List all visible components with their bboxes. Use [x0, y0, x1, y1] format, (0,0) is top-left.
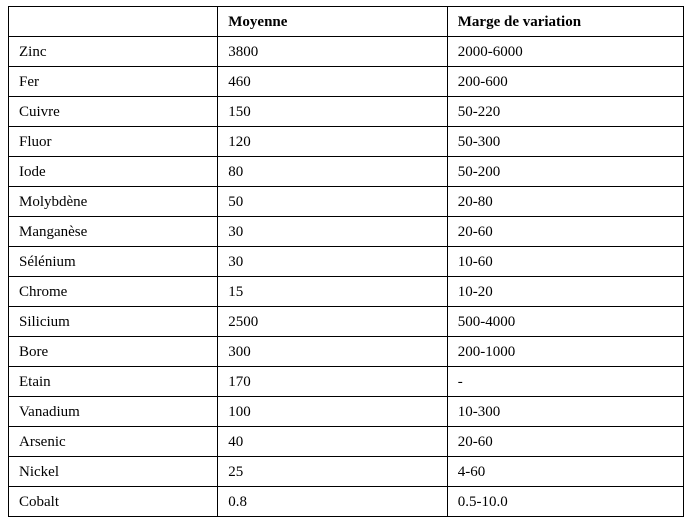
elements-table: Moyenne Marge de variation Zinc38002000-…: [8, 6, 684, 517]
table-row: Iode8050-200: [9, 157, 684, 187]
cell-element: Zinc: [9, 37, 218, 67]
cell-moyenne: 0.8: [218, 487, 448, 517]
table-row: Molybdène5020-80: [9, 187, 684, 217]
cell-marge: 50-300: [447, 127, 683, 157]
cell-element: Vanadium: [9, 397, 218, 427]
cell-element: Silicium: [9, 307, 218, 337]
cell-moyenne: 2500: [218, 307, 448, 337]
cell-marge: 20-60: [447, 217, 683, 247]
cell-marge: 200-600: [447, 67, 683, 97]
cell-moyenne: 50: [218, 187, 448, 217]
table-row: Sélénium3010-60: [9, 247, 684, 277]
col-header-moyenne: Moyenne: [218, 7, 448, 37]
cell-element: Molybdène: [9, 187, 218, 217]
table-row: Cuivre15050-220: [9, 97, 684, 127]
cell-element: Iode: [9, 157, 218, 187]
cell-moyenne: 15: [218, 277, 448, 307]
cell-marge: 4-60: [447, 457, 683, 487]
cell-marge: 10-20: [447, 277, 683, 307]
cell-element: Fluor: [9, 127, 218, 157]
table-row: Chrome1510-20: [9, 277, 684, 307]
table-row: Bore300200-1000: [9, 337, 684, 367]
cell-moyenne: 30: [218, 217, 448, 247]
cell-element: Sélénium: [9, 247, 218, 277]
table-header-row: Moyenne Marge de variation: [9, 7, 684, 37]
cell-element: Manganèse: [9, 217, 218, 247]
cell-moyenne: 3800: [218, 37, 448, 67]
cell-moyenne: 40: [218, 427, 448, 457]
table-row: Silicium2500500-4000: [9, 307, 684, 337]
cell-element: Chrome: [9, 277, 218, 307]
cell-element: Fer: [9, 67, 218, 97]
cell-moyenne: 120: [218, 127, 448, 157]
cell-marge: 2000-6000: [447, 37, 683, 67]
cell-moyenne: 30: [218, 247, 448, 277]
cell-element: Arsenic: [9, 427, 218, 457]
table-row: Vanadium10010-300: [9, 397, 684, 427]
cell-marge: 20-60: [447, 427, 683, 457]
table-row: Fer460200-600: [9, 67, 684, 97]
table-row: Etain170-: [9, 367, 684, 397]
cell-marge: 200-1000: [447, 337, 683, 367]
cell-marge: 500-4000: [447, 307, 683, 337]
cell-element: Bore: [9, 337, 218, 367]
cell-element: Cuivre: [9, 97, 218, 127]
cell-moyenne: 80: [218, 157, 448, 187]
cell-moyenne: 150: [218, 97, 448, 127]
cell-marge: -: [447, 367, 683, 397]
cell-element: Nickel: [9, 457, 218, 487]
cell-moyenne: 170: [218, 367, 448, 397]
cell-marge: 10-300: [447, 397, 683, 427]
table-row: Manganèse3020-60: [9, 217, 684, 247]
col-header-marge: Marge de variation: [447, 7, 683, 37]
table-row: Cobalt0.80.5-10.0: [9, 487, 684, 517]
table-body: Zinc38002000-6000 Fer460200-600 Cuivre15…: [9, 37, 684, 517]
cell-marge: 0.5-10.0: [447, 487, 683, 517]
cell-moyenne: 460: [218, 67, 448, 97]
table-row: Arsenic4020-60: [9, 427, 684, 457]
cell-element: Etain: [9, 367, 218, 397]
cell-marge: 10-60: [447, 247, 683, 277]
cell-element: Cobalt: [9, 487, 218, 517]
cell-marge: 20-80: [447, 187, 683, 217]
table-row: Fluor12050-300: [9, 127, 684, 157]
cell-moyenne: 300: [218, 337, 448, 367]
cell-marge: 50-200: [447, 157, 683, 187]
cell-moyenne: 25: [218, 457, 448, 487]
cell-marge: 50-220: [447, 97, 683, 127]
col-header-element: [9, 7, 218, 37]
cell-moyenne: 100: [218, 397, 448, 427]
table-row: Nickel254-60: [9, 457, 684, 487]
table-row: Zinc38002000-6000: [9, 37, 684, 67]
